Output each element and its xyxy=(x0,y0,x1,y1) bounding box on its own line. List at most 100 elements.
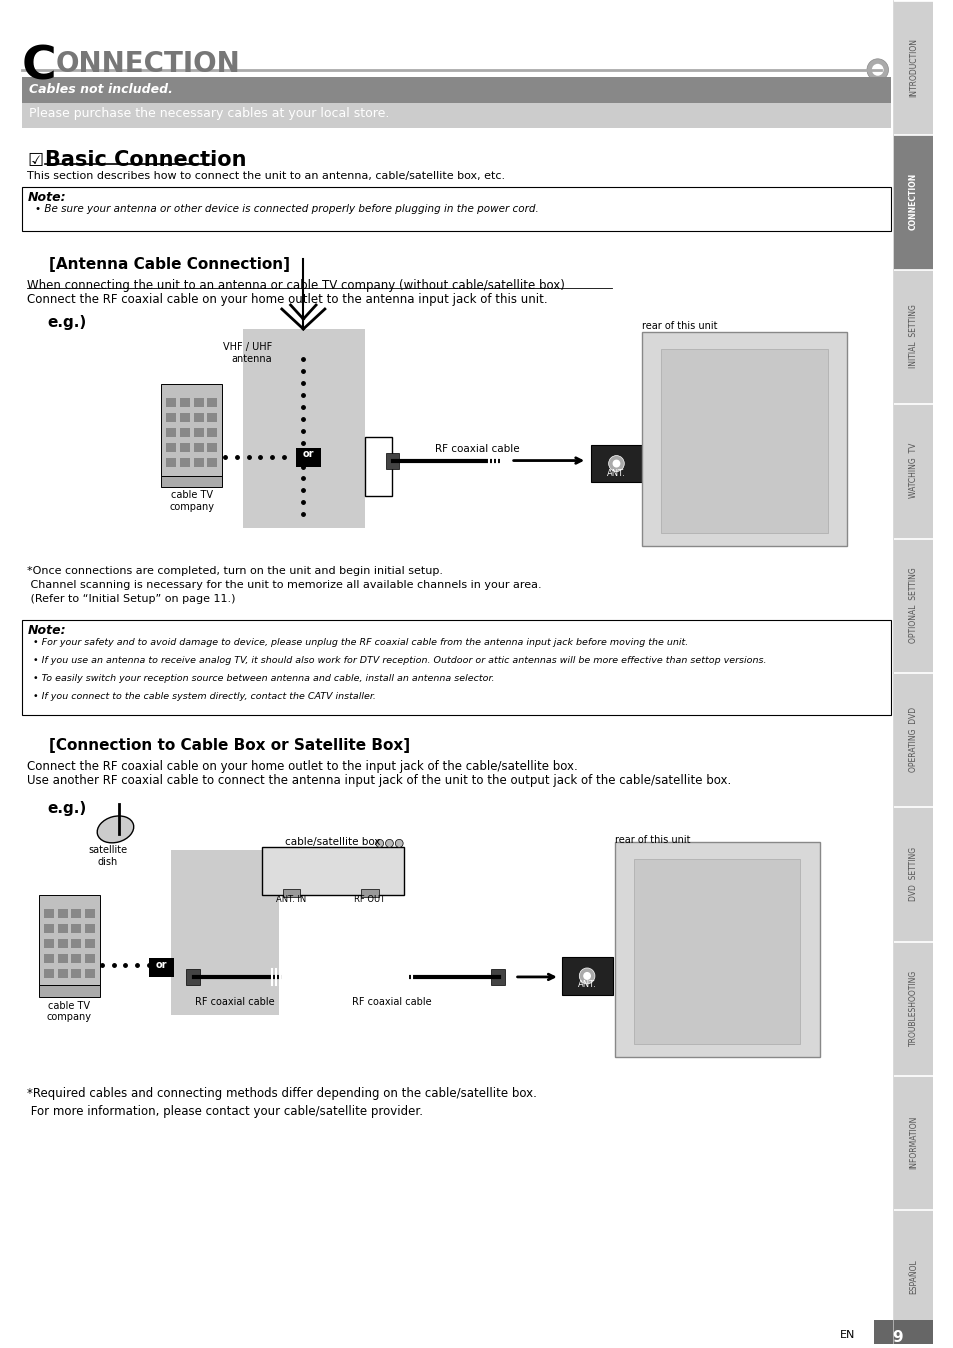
Bar xyxy=(44,969,53,977)
Bar xyxy=(71,954,81,962)
Bar xyxy=(634,859,800,1043)
Text: Connect the RF coaxial cable on your home outlet to the antenna input jack of th: Connect the RF coaxial cable on your hom… xyxy=(28,293,547,306)
Text: ANT.: ANT. xyxy=(578,980,596,989)
Text: *Once connections are completed, turn on the unit and begin initial setup.
 Chan: *Once connections are completed, turn on… xyxy=(28,566,541,604)
Text: • Be sure your antenna or other device is connected properly before plugging in : • Be sure your antenna or other device i… xyxy=(35,205,538,214)
Bar xyxy=(166,457,176,466)
Text: OPERATING  DVD: OPERATING DVD xyxy=(908,706,917,771)
Bar xyxy=(39,985,100,998)
Bar xyxy=(180,412,190,422)
Bar xyxy=(71,925,81,933)
Bar xyxy=(262,848,404,895)
Text: Connect the RF coaxial cable on your home outlet to the input jack of the cable/: Connect the RF coaxial cable on your hom… xyxy=(28,760,578,772)
Text: INITIAL  SETTING: INITIAL SETTING xyxy=(908,305,917,368)
Text: VHF / UHF
antenna: VHF / UHF antenna xyxy=(223,342,272,364)
Text: ANT.: ANT. xyxy=(606,469,625,477)
Bar xyxy=(166,412,176,422)
Bar xyxy=(207,457,217,466)
Bar xyxy=(892,1076,933,1209)
Text: or: or xyxy=(302,449,314,458)
Text: • If you use an antenna to receive analog TV, it should also work for DTV recept: • If you use an antenna to receive analo… xyxy=(33,656,766,665)
Ellipse shape xyxy=(97,816,133,842)
Circle shape xyxy=(871,63,882,75)
Bar xyxy=(641,332,846,546)
Bar xyxy=(85,909,94,918)
Bar xyxy=(22,187,890,232)
Bar xyxy=(892,673,933,806)
Circle shape xyxy=(385,840,393,848)
Text: Use another RF coaxial cable to connect the antenna input jack of the unit to th: Use another RF coaxial cable to connect … xyxy=(28,774,731,787)
Bar xyxy=(614,842,820,1057)
Bar xyxy=(161,476,222,488)
Text: *Required cables and connecting methods differ depending on the cable/satellite : *Required cables and connecting methods … xyxy=(28,1086,537,1117)
Text: • If you connect to the cable system directly, contact the CATV installer.: • If you connect to the cable system dir… xyxy=(33,692,375,701)
Bar xyxy=(44,925,53,933)
Bar xyxy=(71,969,81,977)
Text: or: or xyxy=(155,960,167,971)
Text: Note:: Note: xyxy=(28,624,66,638)
Bar xyxy=(892,807,933,941)
Bar xyxy=(58,909,68,918)
Text: EN: EN xyxy=(839,1330,854,1340)
Text: Basic Connection: Basic Connection xyxy=(45,150,246,170)
Bar xyxy=(71,940,81,948)
Circle shape xyxy=(582,972,591,980)
Bar xyxy=(892,1,933,135)
Text: ☑: ☑ xyxy=(28,151,44,170)
Bar xyxy=(85,954,94,962)
Text: This section describes how to connect the unit to an antenna, cable/satellite bo: This section describes how to connect th… xyxy=(28,171,505,182)
Circle shape xyxy=(866,59,887,81)
Bar xyxy=(892,538,933,671)
Text: [Connection to Cable Box or Satellite Box]: [Connection to Cable Box or Satellite Bo… xyxy=(49,737,410,752)
Bar xyxy=(873,1320,933,1344)
Text: Please purchase the necessary cables at your local store.: Please purchase the necessary cables at … xyxy=(30,106,390,120)
Bar xyxy=(591,445,641,483)
Bar xyxy=(193,412,203,422)
Bar xyxy=(149,958,174,977)
Text: satellite
dish: satellite dish xyxy=(88,845,127,867)
Circle shape xyxy=(612,460,619,468)
Text: Cables not included.: Cables not included. xyxy=(30,82,173,96)
Bar xyxy=(207,442,217,452)
Text: RF OUT: RF OUT xyxy=(354,895,385,905)
Bar xyxy=(85,940,94,948)
Circle shape xyxy=(578,968,595,984)
Bar xyxy=(166,442,176,452)
Bar xyxy=(365,437,392,496)
Bar xyxy=(660,349,827,534)
Bar xyxy=(892,135,933,268)
Text: cable TV
company: cable TV company xyxy=(169,491,214,512)
Bar xyxy=(295,448,320,466)
Text: • To easily switch your reception source between antenna and cable, install an a: • To easily switch your reception source… xyxy=(33,674,495,683)
Text: ANT. IN: ANT. IN xyxy=(276,895,307,905)
Bar xyxy=(22,620,890,714)
Bar xyxy=(58,969,68,977)
Bar xyxy=(44,954,53,962)
Text: cable TV
company: cable TV company xyxy=(47,1000,91,1022)
Bar xyxy=(242,329,365,528)
Text: 9: 9 xyxy=(891,1330,902,1345)
Text: INFORMATION: INFORMATION xyxy=(908,1116,917,1169)
Bar xyxy=(207,398,217,407)
Text: WATCHING  TV: WATCHING TV xyxy=(908,442,917,497)
Text: CONNECTION: CONNECTION xyxy=(908,173,917,231)
Bar xyxy=(186,969,199,985)
Bar xyxy=(58,940,68,948)
Bar xyxy=(161,384,222,476)
Circle shape xyxy=(608,456,623,472)
Bar xyxy=(71,909,81,918)
Bar xyxy=(491,969,504,985)
Text: RF coaxial cable: RF coaxial cable xyxy=(194,998,274,1007)
Text: INTRODUCTION: INTRODUCTION xyxy=(908,38,917,97)
Bar xyxy=(58,925,68,933)
Bar xyxy=(561,957,612,995)
Circle shape xyxy=(375,840,383,848)
Bar xyxy=(193,442,203,452)
Bar xyxy=(166,398,176,407)
Bar xyxy=(180,442,190,452)
Bar xyxy=(180,427,190,437)
Bar xyxy=(44,909,53,918)
Text: e.g.): e.g.) xyxy=(47,315,86,330)
Text: ESPAÑOL: ESPAÑOL xyxy=(908,1259,917,1294)
Text: C: C xyxy=(22,44,56,90)
